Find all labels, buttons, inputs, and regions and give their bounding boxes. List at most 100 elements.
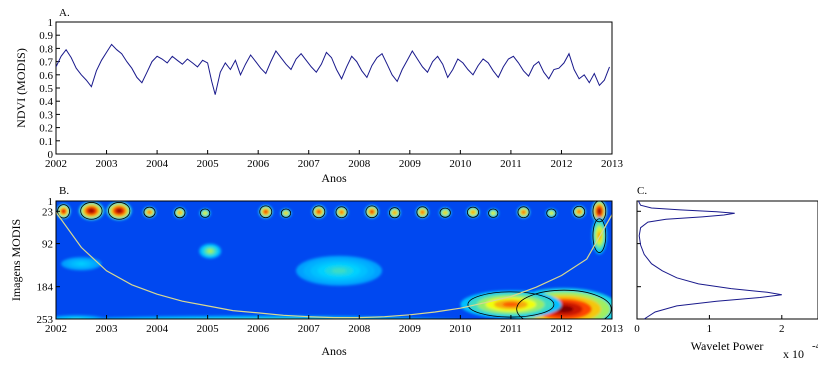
panel-c-axes-frame: [636, 200, 818, 320]
panel-a-y-axis-label: NDVI (MODIS): [14, 48, 28, 128]
panel-b-y-axis-label: Imagens MODIS: [9, 219, 23, 301]
panel-c-x-exponent: -4: [812, 340, 818, 352]
wavelet-power-blob: [89, 209, 94, 213]
significance-contour: [466, 206, 479, 218]
panel-b-x-tick-label: 2008: [348, 323, 371, 335]
panel-a-x-tick-label: 2006: [247, 158, 270, 170]
wavelet-power-blob: [208, 249, 213, 253]
significance-contour: [592, 218, 607, 253]
panel-a-x-tick-label: 2007: [298, 158, 321, 170]
wavelet-power-blob: [62, 317, 91, 319]
panel-b: B. 2002 2003 2004 2005 2006 2007 2008 2009 2010 2…: [9, 185, 624, 358]
significance-contour: [259, 205, 273, 219]
panel-a-y-tick-label: 0.4: [39, 96, 53, 108]
wavelet-power-blob: [264, 210, 267, 213]
panel-b-axes-frame: [55, 200, 613, 320]
panel-b-y-tick-label: 184: [37, 282, 54, 294]
significance-contour: [143, 206, 156, 218]
significance-contour: [365, 205, 379, 219]
significance-contour: [80, 202, 103, 220]
panel-a-x-tick-label: 2012: [550, 158, 572, 170]
panel-c-x-ticks: 0 1 2: [634, 315, 785, 335]
wavelet-power-blob: [62, 210, 65, 213]
panel-a-y-tick-label: 0.2: [39, 123, 53, 135]
significance-contour: [439, 207, 451, 218]
wavelet-power-blob: [204, 212, 207, 214]
wavelet-power-blob: [550, 212, 553, 214]
panel-a: A. 2002 2003 2004 2005 2006 2007 2008 2009 2010 2…: [14, 7, 624, 185]
panel-b-y-tick-label: 1: [48, 196, 54, 208]
panel-a-y-tick-label: 1: [48, 17, 54, 29]
panel-a-y-tick-label: 0.9: [39, 30, 53, 42]
wavelet-power-blob: [522, 211, 525, 214]
wavelet-power-blob: [148, 211, 151, 214]
panel-a-y-tick-label: 0.7: [39, 57, 53, 69]
panel-b-x-axis-label: Anos: [321, 344, 347, 358]
panel-a-y-tick-label: 0.5: [39, 83, 53, 95]
significance-contour: [517, 206, 530, 219]
panel-c-x-tick-label: 2: [779, 323, 785, 335]
wavelet-power-blob: [117, 209, 122, 213]
significance-contour: [516, 289, 612, 319]
global-wavelet-power-line: [637, 200, 782, 320]
significance-contour: [312, 205, 326, 219]
panel-a-x-ticks: 2002 2003 2004 2005 2006 2007 2008 2009 2010 2011…: [45, 150, 624, 170]
panel-a-y-tick-label: 0.6: [39, 70, 53, 82]
significance-contour: [592, 201, 607, 223]
panel-a-x-axis-label: Anos: [321, 171, 347, 185]
panel-a-x-tick-label: 2013: [601, 158, 624, 170]
panel-a-x-tick-label: 2009: [399, 158, 422, 170]
panel-b-x-tick-label: 2012: [550, 323, 572, 335]
wavelet-contours: [57, 201, 612, 319]
wavelet-power-blob: [77, 262, 85, 265]
panel-a-y-ticks: 00.10.2 0.30.40.50.60.7 0.80.91: [39, 17, 60, 161]
panel-b-x-tick-label: 2009: [399, 323, 422, 335]
significance-contour: [389, 207, 401, 219]
significance-contour: [200, 208, 211, 218]
significance-contour: [546, 208, 557, 218]
panel-a-y-tick-label: 0.3: [39, 109, 53, 121]
cone-of-influence: [56, 211, 612, 319]
wavelet-power-blob: [492, 212, 495, 214]
significance-contour: [108, 202, 131, 220]
panel-c-x-axis-label: Wavelet Power: [691, 339, 764, 353]
wavelet-power-blob: [393, 211, 396, 214]
significance-contour: [335, 206, 348, 219]
wavelet-power-blob: [598, 209, 601, 214]
panel-c-x-tick-label: 0: [634, 323, 640, 335]
significance-contour: [488, 208, 499, 218]
wavelet-power-blob: [502, 302, 520, 307]
wavelet-power-blob: [578, 210, 581, 213]
wavelet-power-blob: [331, 268, 347, 274]
panel-c: C. 0 1 2 Wavelet Power x 10 -4: [634, 185, 818, 361]
panel-b-y-tick-label: 23: [42, 206, 54, 218]
wavelet-heatmap-blobs: [56, 201, 612, 319]
panel-a-x-tick-label: 2010: [449, 158, 472, 170]
wavelet-power-blob: [444, 211, 447, 214]
panel-b-y-tick-label: 253: [37, 314, 54, 326]
panel-a-x-tick-label: 2008: [348, 158, 371, 170]
panel-a-x-tick-label: 2004: [146, 158, 169, 170]
panel-a-tag: A.: [59, 7, 70, 19]
panel-b-tag: B.: [59, 185, 69, 197]
panel-a-y-tick-label: 0.1: [39, 136, 53, 148]
significance-contour: [280, 208, 292, 218]
panel-b-x-tick-label: 2013: [601, 323, 624, 335]
ndvi-series-line: [56, 43, 610, 95]
panel-b-x-tick-label: 2002: [45, 323, 67, 335]
significance-contour: [174, 207, 186, 219]
panel-c-x-exponent-label: x 10: [783, 347, 804, 361]
panel-a-x-tick-label: 2002: [45, 158, 67, 170]
panel-b-y-tick-label: 92: [42, 239, 53, 251]
panel-c-tag: C.: [637, 185, 647, 197]
wavelet-power-blob: [421, 211, 424, 214]
panel-b-x-tick-label: 2006: [247, 323, 270, 335]
panel-a-x-tick-label: 2011: [500, 158, 522, 170]
panel-b-x-tick-label: 2005: [197, 323, 220, 335]
panel-b-y-ticks: 123 92 184 253: [37, 196, 60, 326]
panel-b-x-tick-label: 2007: [298, 323, 321, 335]
panel-c-y-ticks: [637, 200, 641, 320]
panel-b-x-tick-label: 2003: [96, 323, 119, 335]
panel-b-x-tick-label: 2010: [449, 323, 472, 335]
